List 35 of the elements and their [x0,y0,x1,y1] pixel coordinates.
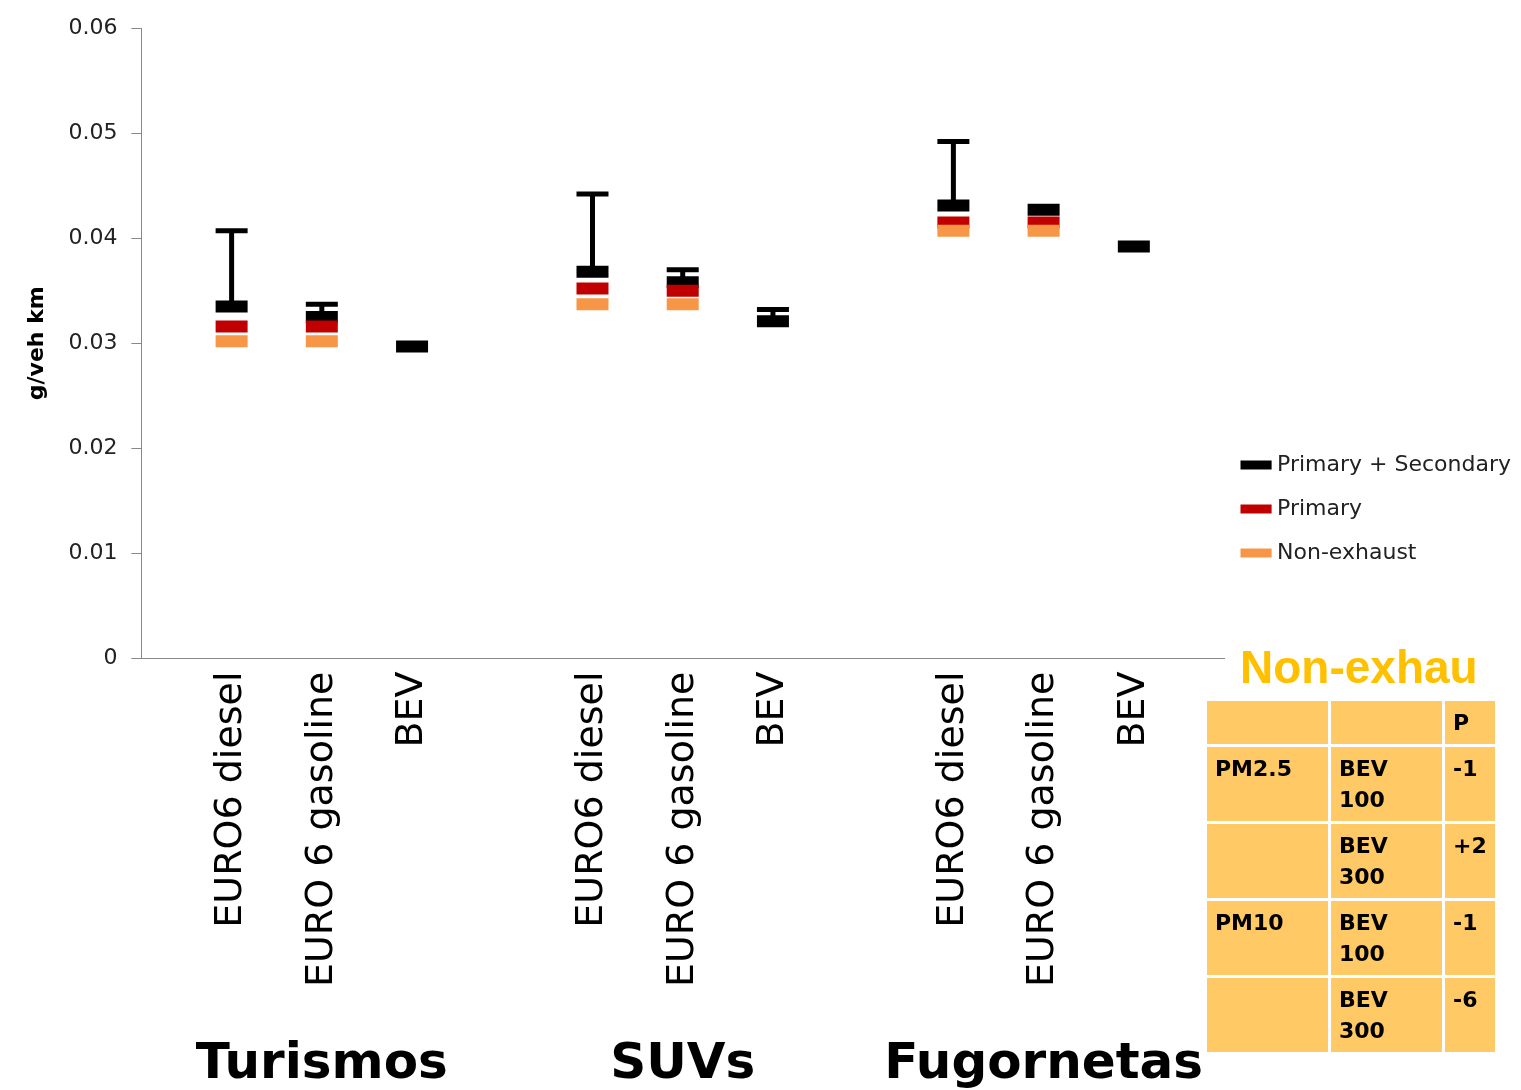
text: BEV 300 [1331,824,1442,898]
text: BEV 100 [1331,747,1442,821]
text: Non-exhau [1240,640,1479,694]
y-tick-label: 0.06 [68,13,118,39]
text: PM10 [1207,901,1328,975]
y-tick-label: 0 [103,644,118,670]
text: Turismos [195,1032,448,1090]
x-tick-label: EURO 6 gasoline [657,671,702,988]
text: -6 [1445,978,1495,1052]
x-tick-label: BEV [747,671,792,748]
text: PM2.5 [1207,747,1328,821]
text: BEV 100 [1331,901,1442,975]
legend-label: Non-exhaust [1277,538,1417,564]
text: +2 [1445,824,1495,898]
x-tick-label: EURO 6 gasoline [296,671,341,988]
x-tick-label: EURO6 diesel [567,671,612,928]
text: Fugornetas [884,1032,1204,1090]
x-tick-label: EURO 6 gasoline [1018,671,1063,988]
y-tick-label: 0.05 [68,118,118,144]
y-tick-label: 0.03 [68,328,118,354]
y-tick-label: 0.04 [68,223,118,249]
legend-label: Primary + Secondary [1277,450,1512,476]
x-tick-label: BEV [386,671,431,748]
text: P [1445,701,1495,744]
x-tick-label: BEV [1108,671,1153,748]
text: SUVs [610,1032,756,1090]
text: -1 [1445,747,1495,821]
x-tick-label: EURO6 diesel [206,671,251,928]
y-tick-label: 0.02 [68,434,118,460]
x-tick-label: EURO6 diesel [928,671,973,928]
text: -1 [1445,901,1495,975]
legend-label: Primary [1277,494,1363,520]
y-axis-title: g/veh km [22,286,48,401]
y-tick-label: 0.01 [68,539,118,565]
text: BEV 300 [1331,978,1442,1052]
